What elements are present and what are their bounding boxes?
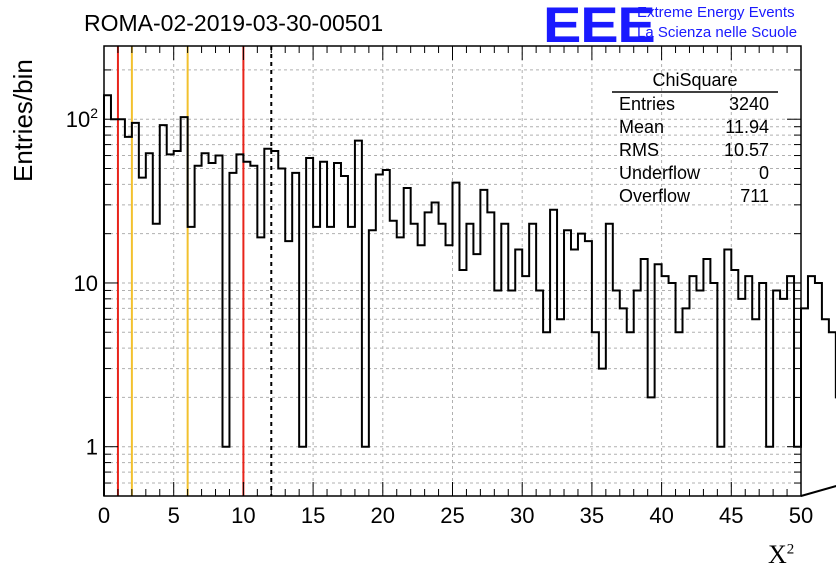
stats-row-value: 711	[740, 186, 769, 206]
stats-row-label: Overflow	[619, 186, 691, 206]
stats-row-label: Mean	[619, 117, 664, 137]
y-tick-label: 10	[74, 271, 98, 296]
x-tick-label: 15	[301, 503, 325, 528]
stats-row-label: RMS	[619, 140, 659, 160]
stats-row-value: 10.57	[724, 140, 769, 160]
x-tick-label: 30	[510, 503, 534, 528]
stats-row-label: Entries	[619, 94, 675, 114]
stats-title: ChiSquare	[652, 70, 737, 90]
x-tick-label: 50	[789, 503, 813, 528]
x-tick-label: 25	[440, 503, 464, 528]
logo-subtitle-1: Extreme Energy Events	[637, 4, 795, 21]
stats-row-label: Underflow	[619, 163, 701, 183]
x-tick-label: 10	[231, 503, 255, 528]
x-tick-label: 45	[719, 503, 743, 528]
x-axis-label: X2	[768, 540, 795, 569]
chart-title: ROMA-02-2019-03-30-00501	[84, 10, 384, 36]
logo-subtitle-2: La Scienza nelle Scuole	[637, 24, 798, 41]
x-tick-label: 35	[580, 503, 604, 528]
histogram-outline	[103, 94, 836, 497]
stats-row-value: 11.94	[725, 117, 769, 137]
y-tick-label: 1	[86, 435, 98, 460]
x-tick-label: 0	[98, 503, 110, 528]
x-tick-label: 5	[168, 503, 180, 528]
stats-row-value: 0	[759, 163, 769, 183]
stats-row-value: 3240	[729, 94, 769, 114]
eee-logo: EEE	[543, 0, 656, 53]
x-tick-label: 20	[371, 503, 395, 528]
x-tick-label: 40	[649, 503, 673, 528]
y-tick-label: 102	[66, 105, 98, 132]
